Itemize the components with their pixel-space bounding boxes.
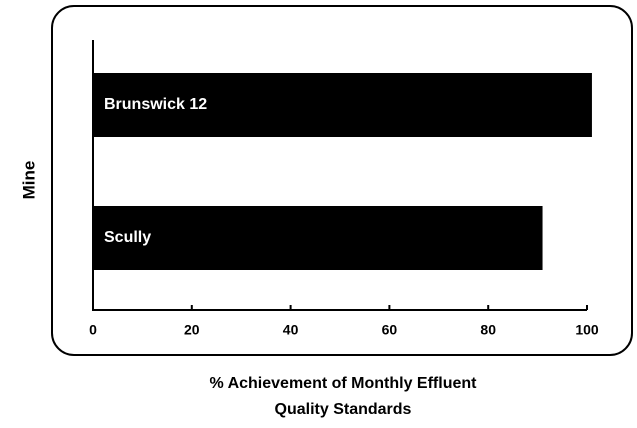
x-tick-label: 100 [575,322,599,338]
x-axis-label: Quality Standards [275,401,412,418]
bar-label: Brunswick 12 [104,96,207,113]
bar [93,206,543,270]
x-tick-label: 60 [382,322,398,338]
x-tick-label: 40 [283,322,299,338]
x-axis-label: % Achievement of Monthly Effluent [210,375,478,392]
plot-frame [51,5,633,356]
x-tick-label: 20 [184,322,200,338]
x-tick-label: 0 [89,322,97,338]
bar [93,73,592,137]
bar-label: Scully [104,229,151,246]
y-axis-label: Mine [19,161,38,200]
x-tick-label: 80 [480,322,496,338]
